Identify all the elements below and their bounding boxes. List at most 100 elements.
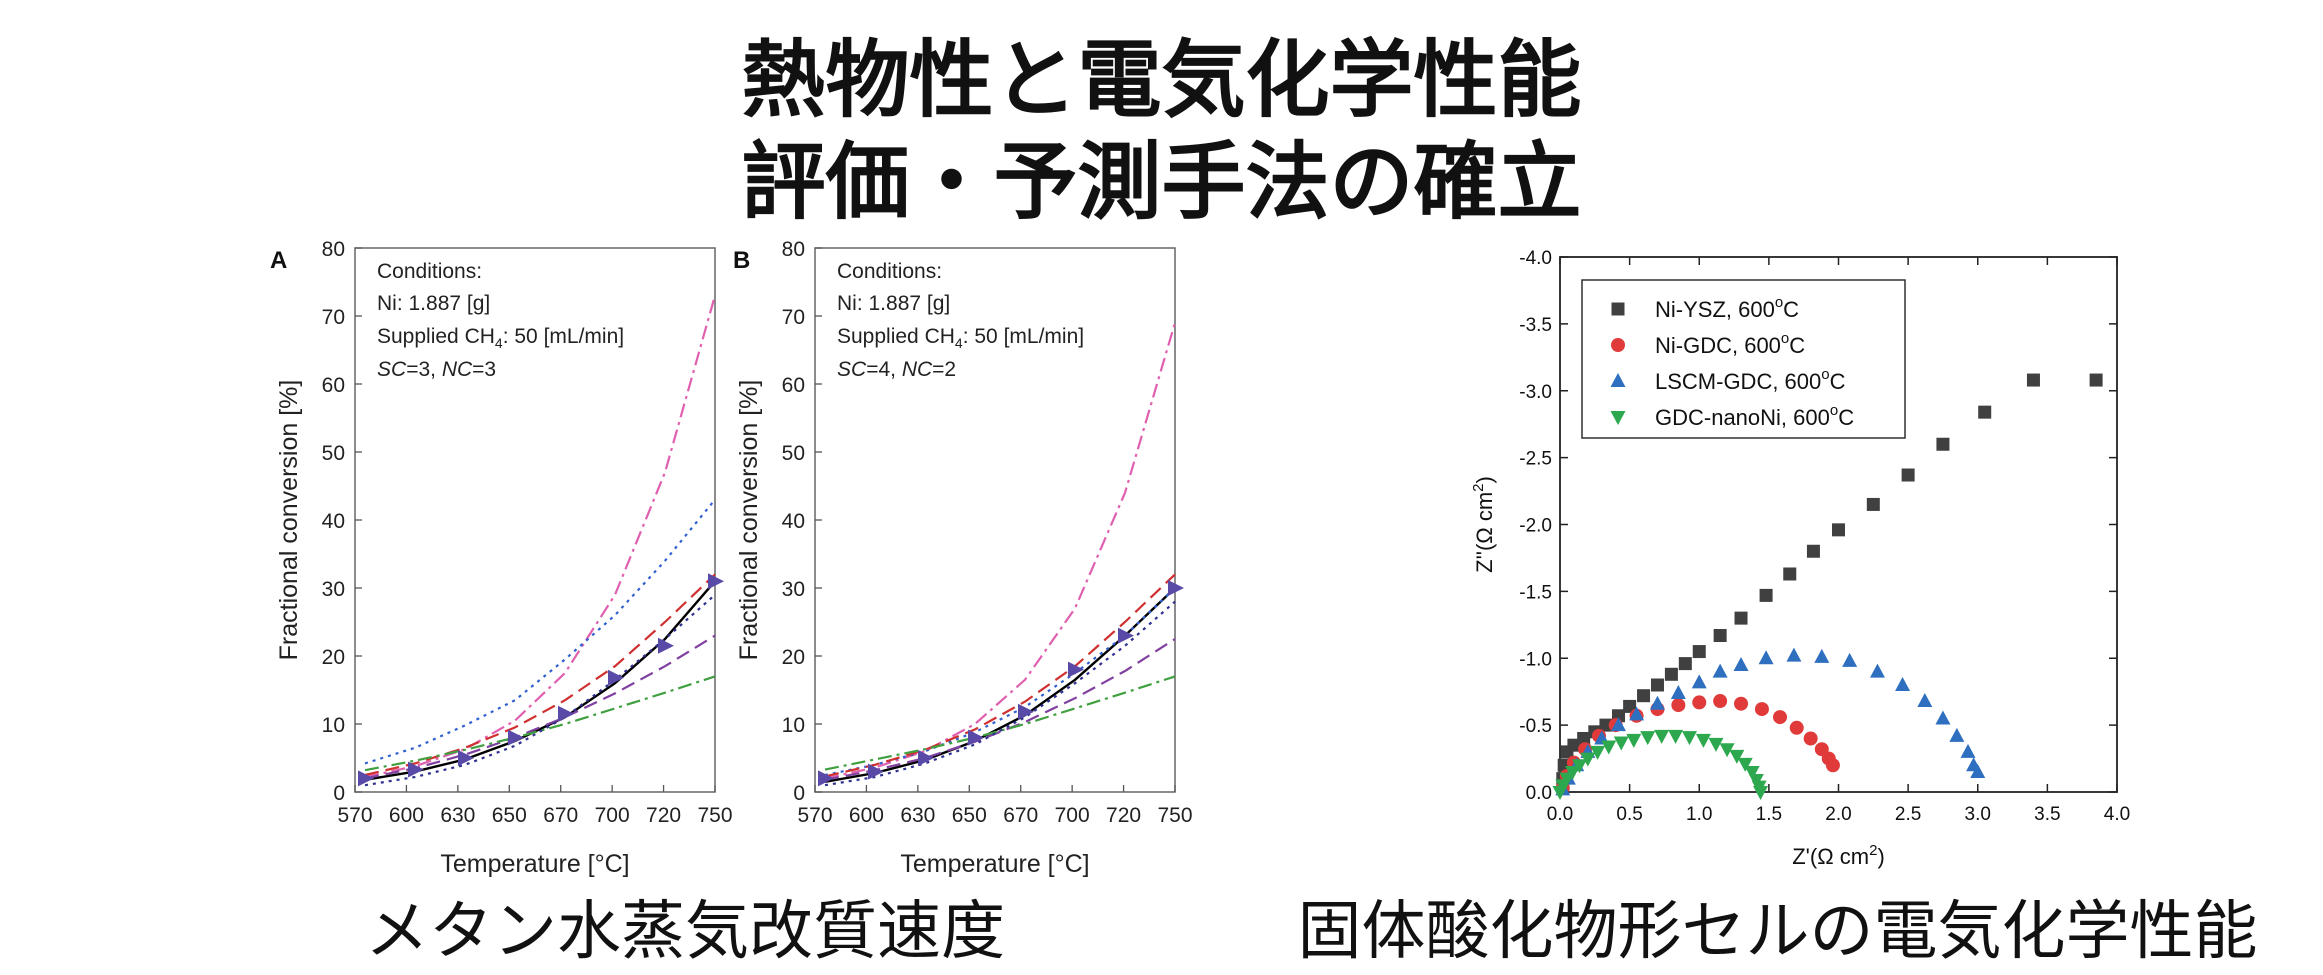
data-point-triangle-up [1610,717,1626,732]
data-point-triangle-up [1895,677,1911,691]
axis-label-part: 2 [1470,483,1487,491]
x-tick-label: 670 [543,804,578,827]
x-tick-label: 1.0 [1686,804,1712,825]
conditions-part: NC [442,358,473,381]
data-point-square [1866,497,1880,511]
title-line-2: 評価・予測手法の確立 [741,133,1582,231]
data-point-square [1832,523,1845,537]
legend-label-part: LSCM-GDC, 600 [1655,369,1821,394]
y-tick-label: 10 [782,714,805,737]
conditions-part: 4 [495,335,503,351]
conditions-sc-nc: SC=3, NC=3 [377,358,496,381]
data-point-square [2089,373,2103,387]
legend-label-part: GDC-nanoNi, 600 [1655,405,1830,430]
y-tick-label: 40 [782,510,805,533]
data-point-triangle-up [1814,648,1830,663]
series-line-1 [364,295,717,779]
data-point-triangle-down [1737,757,1753,772]
data-point-triangle-up [1629,706,1645,721]
y-tick-label: -2.0 [1519,516,1552,537]
legend-label: GDC-nanoNi, 600oC [1655,402,1854,430]
y-tick-label: 20 [322,646,345,669]
conditions-part: Supplied CH [377,325,495,348]
x-axis-label: Z'(Ω cm2) [1792,842,1885,869]
data-point-marker [1018,703,1034,720]
data-point-square [1650,678,1664,692]
x-tick-label: 4.0 [2104,804,2130,825]
data-point-marker [1118,627,1134,644]
legend-label-part: o [1775,294,1783,311]
x-tick-label: 650 [952,804,987,827]
data-point-triangle-down [1601,740,1617,755]
data-point-triangle-down [1695,733,1711,748]
legend-marker [1611,338,1625,352]
caption-right: 固体酸化物形セルの電気化学性能 [1297,895,2258,969]
x-tick-label: 630 [440,804,475,827]
y-tick-label: 70 [322,306,345,329]
x-tick-label: 3.0 [1965,804,1991,825]
y-tick-label: 0.0 [1526,783,1552,804]
data-point-triangle-up [1869,663,1885,678]
data-point-triangle-down [1682,731,1698,746]
series-line-3 [364,573,716,777]
conditions-ni: Ni: 1.887 [g] [837,292,950,315]
series-line-6 [824,600,1176,787]
data-point-marker [918,750,934,766]
series-line-2 [824,587,1176,777]
data-point-triangle-down [1626,733,1642,748]
x-tick-label: 570 [337,804,372,827]
data-point-triangle-down [1571,759,1587,774]
data-point-triangle-up [1842,652,1858,667]
conditions-sc-nc: SC=4, NC=2 [837,358,956,381]
data-point-marker [868,763,884,780]
data-point-circle [1825,758,1840,773]
axis-label-part: Z''(Ω cm [1472,492,1497,573]
legend-box [1581,279,1906,439]
x-tick-label: 720 [1106,804,1141,827]
data-point-triangle-up [1758,650,1774,665]
data-point-triangle-up [1949,727,1965,742]
data-point-triangle-up [1733,656,1749,671]
data-point-square [1692,645,1706,659]
data-point-triangle-down [1753,786,1769,800]
x-tick-label: 750 [697,804,732,827]
conditions-part: SC [377,358,407,381]
data-point-circle [1803,731,1818,746]
y-tick-label: 80 [322,238,345,261]
data-point-marker [358,770,374,787]
series-line-2 [364,498,716,765]
conditions-ch4: Supplied CH4: 50 [mL/min] [837,325,1084,351]
y-tick-label: 70 [782,306,805,329]
conditions-ni: Ni: 1.887 [g] [377,292,490,315]
data-point-circle [1734,696,1749,711]
y-tick-label: 60 [322,374,345,397]
x-tick-label: 570 [797,804,832,827]
conditions-ch4: Supplied CH4: 50 [mL/min] [377,325,624,351]
legend-marker [1611,302,1625,316]
data-point-triangle-down [1580,752,1596,767]
legend-label: LSCM-GDC, 600oC [1655,366,1846,394]
conditions-part: : 50 [mL/min] [963,325,1084,348]
data-point-marker [968,729,984,746]
conditions-part: 4 [955,335,963,351]
data-point-marker [658,637,674,654]
data-point-triangle-down [1668,729,1684,744]
data-point-triangle-down [1708,737,1724,752]
y-axis-label: Fractional conversion [%] [735,380,763,661]
x-tick-label: 670 [1003,804,1038,827]
panel-label: A [270,247,287,274]
y-tick-label: 50 [322,442,345,465]
x-tick-label: 600 [849,804,884,827]
data-point-circle [1671,698,1686,713]
legend-label-part: Ni-GDC, 600 [1655,333,1781,358]
data-point-triangle-up [1917,693,1933,708]
data-point-triangle-up [1786,647,1802,662]
y-tick-label: -1.0 [1519,649,1552,670]
data-point-marker [458,750,474,766]
y-tick-label: -4.0 [1519,248,1552,269]
x-tick-label: 700 [1055,804,1090,827]
data-point-circle [1713,694,1728,709]
legend-label-part: o [1821,366,1829,383]
data-point-triangle-up [1670,685,1686,700]
